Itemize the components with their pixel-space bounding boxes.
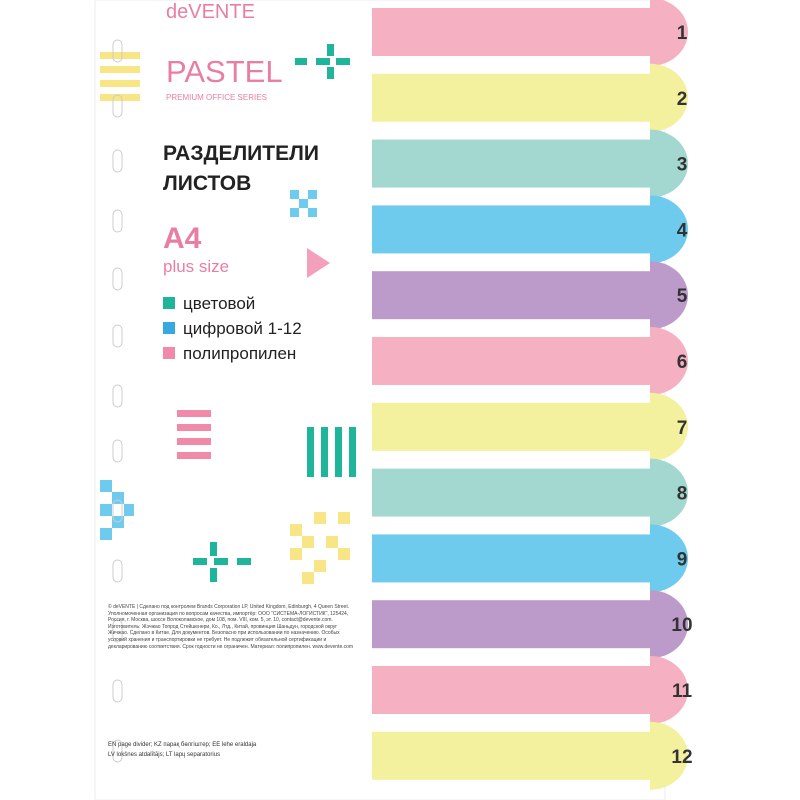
divider-strip xyxy=(372,402,655,451)
hole xyxy=(112,679,123,703)
tab-number: 10 xyxy=(671,615,692,636)
yellow-checker xyxy=(290,512,350,584)
format: A4 xyxy=(163,222,202,255)
tab xyxy=(650,195,688,264)
divider-strip xyxy=(372,73,655,122)
pixel-deco xyxy=(290,190,317,217)
hole xyxy=(112,149,123,173)
tab-number: 11 xyxy=(672,681,693,702)
feature-text: цифровой 1-12 xyxy=(183,319,302,338)
pink-bars xyxy=(177,410,211,459)
hole xyxy=(112,324,123,348)
divider-strip xyxy=(372,666,655,714)
tab-number: 1 xyxy=(677,23,688,44)
tab xyxy=(650,0,688,66)
stripes-yellow xyxy=(100,52,140,101)
tab xyxy=(650,656,688,724)
tab-number: 9 xyxy=(677,549,688,570)
feature-text: цветовой xyxy=(183,294,255,313)
hole xyxy=(112,559,123,583)
tab xyxy=(650,129,688,198)
tab xyxy=(650,392,688,461)
feature-text: полипропилен xyxy=(183,344,296,363)
title-1: РАЗДЕЛИТЕЛИ xyxy=(163,142,319,165)
tab xyxy=(650,458,688,527)
blue-pixels xyxy=(100,480,134,540)
tab-number: 12 xyxy=(671,747,692,768)
tab xyxy=(650,590,688,659)
divider-strip xyxy=(372,534,655,583)
tab-number: 3 xyxy=(677,155,688,176)
title-2: ЛИСТОВ xyxy=(163,172,251,195)
tab xyxy=(650,524,688,593)
hole xyxy=(112,94,123,118)
hole xyxy=(112,209,123,233)
hole xyxy=(112,439,123,463)
size: plus size xyxy=(163,257,229,276)
divider-strip xyxy=(372,139,655,188)
divider-strip xyxy=(372,271,655,320)
line: PASTEL xyxy=(166,54,283,89)
divider-strip xyxy=(372,205,655,254)
feature-bullet xyxy=(163,347,175,359)
tab xyxy=(650,261,688,330)
lang-line: EN page divider; KZ парақ бөлгіштер; EE … xyxy=(108,742,257,748)
triangle-deco xyxy=(307,248,330,278)
tab xyxy=(650,327,688,395)
series: PREMIUM OFFICE SERIES xyxy=(166,93,267,102)
brand: deVENTE xyxy=(166,1,255,23)
feature-bullet xyxy=(163,297,175,309)
divider-strip xyxy=(372,337,655,385)
divider-strip xyxy=(372,731,655,780)
hole xyxy=(112,384,123,408)
divider-strip xyxy=(372,600,655,649)
tab xyxy=(650,63,688,132)
plus-deco-2 xyxy=(193,542,251,582)
divider-strip xyxy=(372,8,655,56)
hole xyxy=(112,267,123,291)
tab-number: 2 xyxy=(677,89,688,110)
divider-strip xyxy=(372,468,655,517)
plus-deco xyxy=(295,44,350,79)
tab xyxy=(650,721,688,790)
hole xyxy=(112,739,123,763)
hole xyxy=(112,39,123,63)
tab-number: 5 xyxy=(677,286,688,307)
features: цветовой цифровой 1-12 полипропилен xyxy=(163,294,302,363)
tab-number: 6 xyxy=(677,352,688,373)
tab-number: 7 xyxy=(677,418,688,439)
lang-line: LV lokšnes atdalītājs; LT lapų separator… xyxy=(108,752,221,758)
feature-bullet xyxy=(163,322,175,334)
legal-text: © deVENTE | Сделано под контролем Brands… xyxy=(108,604,354,650)
hole xyxy=(112,499,123,523)
teal-bars xyxy=(307,427,356,477)
hole xyxy=(112,619,123,643)
tab-number: 8 xyxy=(677,484,688,505)
tab-number: 4 xyxy=(677,220,688,241)
punch-holes xyxy=(112,39,123,763)
